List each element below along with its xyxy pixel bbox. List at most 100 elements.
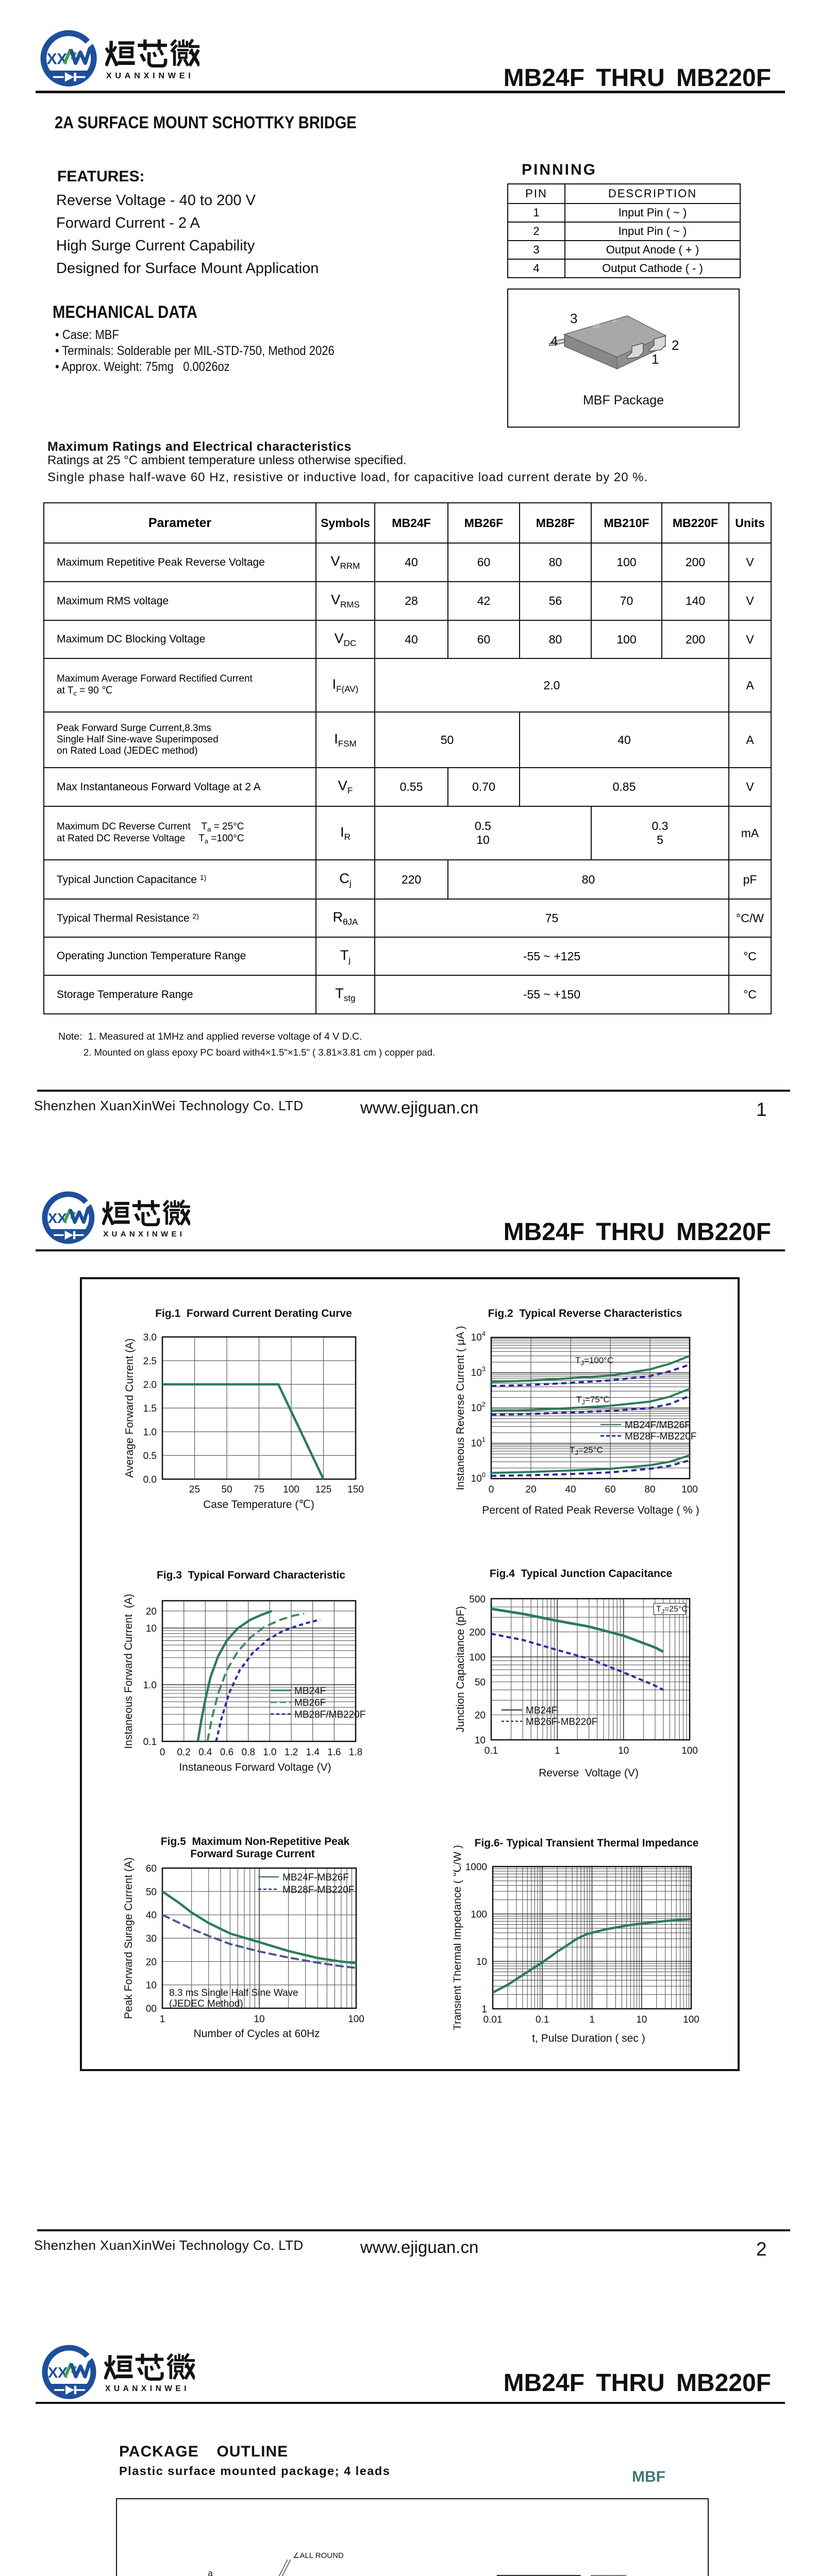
svg-text:104: 104 — [471, 1330, 486, 1343]
svg-text:101: 101 — [471, 1436, 486, 1449]
svg-text:MB24F/MB26F: MB24F/MB26F — [625, 1420, 691, 1431]
svg-text:MB28F/MB220F: MB28F/MB220F — [294, 1709, 365, 1720]
svg-text:TJ=75°C: TJ=75°C — [576, 1395, 610, 1406]
svg-text:Case Temperature (℃): Case Temperature (℃) — [203, 1499, 314, 1511]
svg-text:MB24F: MB24F — [526, 1705, 557, 1716]
svg-text:40: 40 — [565, 1484, 576, 1495]
svg-text:20: 20 — [525, 1484, 536, 1495]
svg-text:Instaneous Forward Voltage (V): Instaneous Forward Voltage (V) — [179, 1761, 331, 1773]
svg-text:1.5: 1.5 — [143, 1403, 157, 1414]
svg-text:0.1: 0.1 — [143, 1737, 157, 1748]
svg-text:0.4: 0.4 — [198, 1747, 212, 1758]
svg-text:X: X — [46, 51, 57, 68]
svg-text:1.8: 1.8 — [349, 1747, 362, 1758]
svg-text:1.0: 1.0 — [263, 1747, 276, 1758]
svg-text:Fig.5 Maximum Non-Repetitive: Fig.5 Maximum Non-Repetitive Peak — [161, 1836, 350, 1848]
svg-text:Instaneous Reverse Current ( μ: Instaneous Reverse Current ( μA ) — [455, 1326, 466, 1490]
svg-text:Fig.4 Typical Junction Capaci: Fig.4 Typical Junction Capacitance — [490, 1568, 672, 1580]
svg-text:50: 50 — [475, 1677, 486, 1688]
svg-text:MB28F-MB220F: MB28F-MB220F — [282, 1885, 354, 1895]
svg-text:(JEDEC Method): (JEDEC Method) — [169, 1998, 243, 2009]
svg-text:00: 00 — [146, 2004, 157, 2014]
svg-text:Number of Cycles at 60Hz: Number of Cycles at 60Hz — [193, 2028, 320, 2040]
svg-text:10: 10 — [254, 2014, 264, 2025]
svg-text:a: a — [208, 2568, 213, 2576]
svg-text:t, Pulse Duration ( sec ): t, Pulse Duration ( sec ) — [532, 2032, 645, 2044]
svg-text:1: 1 — [160, 2014, 165, 2025]
svg-text:102: 102 — [471, 1400, 486, 1414]
svg-text:Average Forward Current (A): Average Forward Current (A) — [124, 1338, 136, 1478]
svg-text:60: 60 — [146, 1863, 157, 1874]
svg-text:0.2: 0.2 — [177, 1747, 190, 1758]
svg-text:30: 30 — [146, 1934, 157, 1944]
svg-text:20: 20 — [146, 1606, 157, 1617]
svg-text:1: 1 — [589, 2014, 595, 2025]
svg-text:10: 10 — [146, 1623, 157, 1634]
svg-text:100: 100 — [471, 1471, 486, 1484]
svg-text:100: 100 — [681, 1484, 698, 1495]
svg-text:60: 60 — [605, 1484, 615, 1495]
svg-text:100: 100 — [348, 2014, 364, 2025]
svg-text:1.0: 1.0 — [143, 1427, 157, 1438]
svg-text:75: 75 — [254, 1484, 264, 1495]
svg-text:Transient Thermal Impedance (: Transient Thermal Impedance ( ℃/W ) — [454, 1845, 463, 2030]
svg-text:MB24F: MB24F — [294, 1686, 326, 1697]
svg-text:1.6: 1.6 — [327, 1747, 341, 1758]
svg-text:20: 20 — [475, 1710, 486, 1721]
svg-text:100: 100 — [683, 2014, 699, 2025]
svg-text:Percent of Rated Peak Reverse: Percent of Rated Peak Reverse Voltage ( … — [482, 1504, 699, 1516]
svg-text:10: 10 — [618, 1745, 629, 1756]
svg-text:0.5: 0.5 — [143, 1451, 157, 1462]
svg-text:150: 150 — [347, 1484, 364, 1495]
svg-text:100: 100 — [283, 1484, 299, 1495]
svg-text:3.0: 3.0 — [143, 1332, 157, 1343]
svg-text:125: 125 — [315, 1484, 332, 1495]
svg-text:Reverse Voltage (V): Reverse Voltage (V) — [539, 1767, 639, 1779]
svg-text:X: X — [48, 1210, 58, 1226]
svg-text:10: 10 — [636, 2014, 647, 2025]
svg-text:40: 40 — [146, 1910, 157, 1921]
svg-text:10: 10 — [475, 1735, 486, 1746]
svg-text:1000: 1000 — [465, 1862, 487, 1873]
svg-text:10: 10 — [476, 1957, 487, 1968]
svg-text:TJ=100°C: TJ=100°C — [575, 1355, 613, 1367]
svg-text:Peak Forward Surage Current (A: Peak Forward Surage Current (A) — [124, 1857, 135, 2019]
svg-text:0.0: 0.0 — [143, 1475, 157, 1485]
svg-text:MB24F-MB26F: MB24F-MB26F — [282, 1872, 349, 1883]
svg-text:500: 500 — [469, 1595, 486, 1605]
svg-text:Fig.6- Typical Transient Therm: Fig.6- Typical Transient Thermal Impedan… — [475, 1837, 699, 1849]
svg-text:1: 1 — [481, 2004, 487, 2015]
svg-text:2.0: 2.0 — [143, 1380, 157, 1391]
svg-text:0.1: 0.1 — [485, 1745, 498, 1756]
svg-text:200: 200 — [469, 1628, 486, 1638]
svg-text:10: 10 — [146, 1980, 157, 1991]
svg-text:MB28F-MB220F: MB28F-MB220F — [625, 1431, 696, 1442]
svg-text:25: 25 — [189, 1484, 200, 1495]
svg-text:103: 103 — [471, 1365, 486, 1379]
svg-text:100: 100 — [681, 1745, 698, 1756]
svg-text:Junction Capacitance (pF): Junction Capacitance (pF) — [455, 1606, 466, 1732]
svg-text:MB26F-MB220F: MB26F-MB220F — [526, 1717, 597, 1727]
svg-text:2.5: 2.5 — [143, 1356, 157, 1367]
svg-text:50: 50 — [221, 1484, 232, 1495]
svg-text:8.3 ms Single Half Sine Wave: 8.3 ms Single Half Sine Wave — [169, 1988, 298, 1998]
svg-text:100: 100 — [471, 1909, 487, 1920]
svg-text:1.0: 1.0 — [143, 1680, 157, 1691]
svg-text:1: 1 — [555, 1745, 560, 1756]
svg-text:MB26F: MB26F — [294, 1698, 326, 1708]
svg-text:1.2: 1.2 — [285, 1747, 298, 1758]
svg-text:80: 80 — [644, 1484, 655, 1495]
svg-text:TJ=25°C: TJ=25°C — [656, 1605, 688, 1615]
svg-text:Fig.2 Typical Reverse Charact: Fig.2 Typical Reverse Characteristics — [488, 1308, 682, 1319]
svg-text:100: 100 — [469, 1652, 486, 1663]
svg-text:0: 0 — [160, 1747, 165, 1758]
svg-text:1.4: 1.4 — [306, 1747, 320, 1758]
svg-text:0.1: 0.1 — [536, 2014, 549, 2025]
svg-text:20: 20 — [146, 1957, 157, 1968]
svg-text:TJ=25°C: TJ=25°C — [570, 1445, 603, 1456]
svg-text:Fig.1 Forward Current Deratin: Fig.1 Forward Current Derating Curve — [155, 1308, 352, 1319]
svg-text:Forward Surage Current: Forward Surage Current — [190, 1848, 315, 1860]
svg-text:Fig.3 Typical Forward Charact: Fig.3 Typical Forward Characteristic — [157, 1569, 345, 1581]
svg-text:0.8: 0.8 — [241, 1747, 255, 1758]
svg-text:Instaneous Forward Current (A: Instaneous Forward Current (A) — [124, 1594, 135, 1749]
